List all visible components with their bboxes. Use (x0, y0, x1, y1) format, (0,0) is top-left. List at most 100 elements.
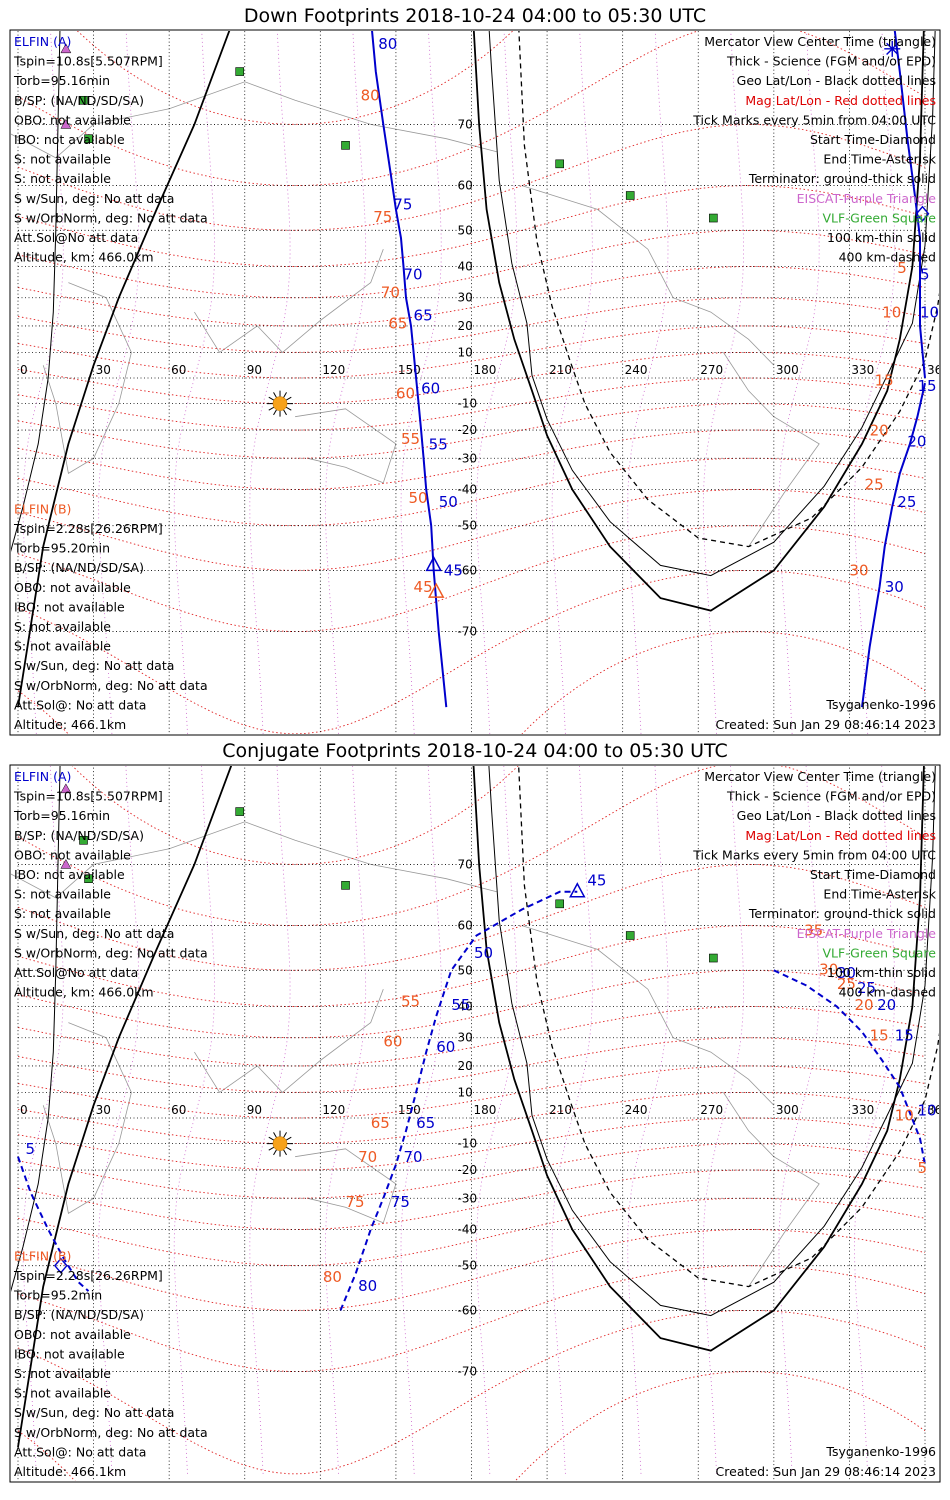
mag-lat-10 (17, 325, 926, 379)
mag-lat-label: 5 (917, 1159, 927, 1177)
info-elfin-a: ELFIN (A) Tspin=10.8s[5.507RPM] Torb=95.16… (13, 769, 208, 1000)
mag-lat-label: 5 (897, 259, 907, 277)
mag-lat-label: 20 (870, 422, 889, 440)
mag-lat-20 (17, 1037, 926, 1093)
vlf-site-1 (79, 835, 88, 845)
mag-lat-label: 75 (346, 1193, 365, 1211)
eiscat-site-0 (60, 118, 72, 129)
vlf-site-1 (79, 95, 88, 105)
sun-ray (268, 406, 275, 411)
sun-ray (273, 1132, 277, 1138)
elfin-a-info-line: Att.Sol@No att data (14, 965, 138, 980)
elfin-a-info-line: Tspin=10.8s[5.507RPM] (13, 54, 163, 69)
lat-tick-label: 50 (458, 223, 473, 237)
lon-tick-label: 240 (625, 363, 648, 377)
lat-tick-label: 20 (458, 1059, 473, 1073)
track-time-label: 5 (26, 1140, 36, 1158)
elfin-a-header: ELFIN (A) (14, 34, 71, 49)
lon-tick-label: 120 (322, 1103, 345, 1117)
lon-tick-label: 60 (171, 363, 186, 377)
mag-lat-70 (17, 31, 926, 187)
lon-tick-label: 60 (171, 1103, 186, 1117)
vlf-site-5 (625, 931, 635, 940)
mag-lat-label: 70 (358, 1148, 377, 1166)
map-area: 0 30 60 90 120 150 180 210 240 270 300 330 360706050… (11, 766, 939, 1481)
vlf-site-5 (625, 191, 635, 200)
mag-lat-70 (17, 766, 926, 927)
track-time-label: 20 (907, 433, 926, 451)
track-time-label: 45 (587, 871, 606, 889)
lat-tick-label: 30 (458, 291, 473, 305)
geo-grid (17, 766, 926, 1481)
created-timestamp: Created: Sun Jan 29 08:46:14 2023 (716, 1464, 936, 1479)
lon-tick-label: 150 (398, 1103, 421, 1117)
legend-entry: 100 km-thin solid (827, 965, 936, 980)
track-time-label: 65 (414, 306, 433, 324)
geo-grid (17, 31, 926, 734)
legend-entry: Geo Lat/Lon - Black dotted lines (737, 73, 936, 88)
sun-ray (268, 1136, 275, 1141)
vlf-site-3 (341, 881, 350, 890)
info-elfin-b: ELFIN (B) Tspin=2.28s[26.26RPM] Torb=95.20… (13, 501, 208, 732)
legend-entry: Geo Lat/Lon - Black dotted lines (737, 808, 936, 823)
elfin-a-info-line: S w/Sun, deg: No att data (14, 191, 174, 206)
mag-lat-label: 55 (401, 430, 420, 448)
track-time-label: 70 (403, 1148, 422, 1166)
elfin-a-info-line: S: not available (14, 887, 111, 902)
sun-ray (285, 406, 292, 411)
sun-disc (272, 1136, 288, 1151)
elfin-b-info-line: IBO: not available (14, 1346, 125, 1361)
sun-ray (268, 1146, 275, 1151)
mag-lat-label: 65 (371, 1114, 390, 1132)
track-0 (339, 890, 578, 1311)
elfin-b-info-line: Torb=95.20min (13, 541, 110, 556)
elfin-b-header: ELFIN (B) (14, 501, 71, 516)
mag-lat--60 (17, 1265, 926, 1372)
lat-tick-label: 50 (458, 963, 473, 977)
eiscat-site-1 (60, 43, 72, 54)
lon-tick-label: 180 (474, 363, 497, 377)
track-time-label: 50 (439, 493, 458, 511)
mag-lat-10 (17, 1065, 926, 1119)
mag-lat--80 (17, 631, 926, 734)
sun-ray (273, 409, 277, 416)
mag-lat-label: 55 (401, 993, 420, 1011)
mag-lat-label: 60 (383, 1032, 402, 1050)
model-label: Tsyganenko-1996 (825, 1444, 936, 1459)
elfin-b-info-line: S w/OrbNorm, deg: No att data (14, 678, 208, 693)
track-time-label: 80 (358, 1277, 377, 1295)
legend-entry: VLF-Green Square (822, 210, 936, 225)
lon-tick-label: 120 (322, 363, 345, 377)
vlf-site-2 (84, 134, 93, 143)
sun-ray (283, 1132, 287, 1138)
legend-entry: Mag Lat/Lon - Red dotted lines (745, 93, 936, 108)
map-area: 0 30 60 90 120 150 180 210 240 270 300 330 360706050… (11, 31, 939, 734)
mag-lat-label: 10 (882, 304, 901, 322)
mag-lat--80 (17, 1371, 926, 1481)
elfin-b-info-line: Att.Sol@: No att data (14, 697, 146, 712)
elfin-a-info-line: Att.Sol@No att data (14, 230, 138, 245)
elfin-b-info-line: B/SP: (NA/ND/SD/SA) (14, 1307, 144, 1322)
mag-lat--40 (17, 1197, 926, 1267)
coastline-5 (42, 282, 132, 475)
mag-lat-label: 35 (804, 921, 823, 939)
sun-ray (283, 409, 287, 416)
coastline-2 (295, 408, 397, 484)
lon-tick-label: 30 (96, 363, 111, 377)
track-time-label: 70 (403, 265, 422, 283)
mag-lat-50 (17, 925, 926, 1007)
center-time-triangle-0 (425, 555, 442, 572)
lat-tick-label: -20 (458, 1163, 478, 1177)
terminator-west (11, 766, 61, 1293)
elfin-b-info-line: OBO: not available (14, 580, 131, 595)
elfin-a-info-line: IBO: not available (14, 132, 125, 147)
track-time-label: 15 (917, 377, 936, 395)
mag-lat-60 (17, 124, 926, 231)
elfin-a-info-line: S w/OrbNorm, deg: No att data (14, 945, 208, 960)
eiscat-site-1 (60, 783, 72, 794)
mag-lat-label: 80 (323, 1268, 342, 1286)
track-time-label: 5 (920, 265, 930, 283)
lat-tick-label: -40 (458, 482, 478, 496)
track-time-label: 75 (391, 1193, 410, 1211)
terminator-ground (472, 766, 925, 1352)
